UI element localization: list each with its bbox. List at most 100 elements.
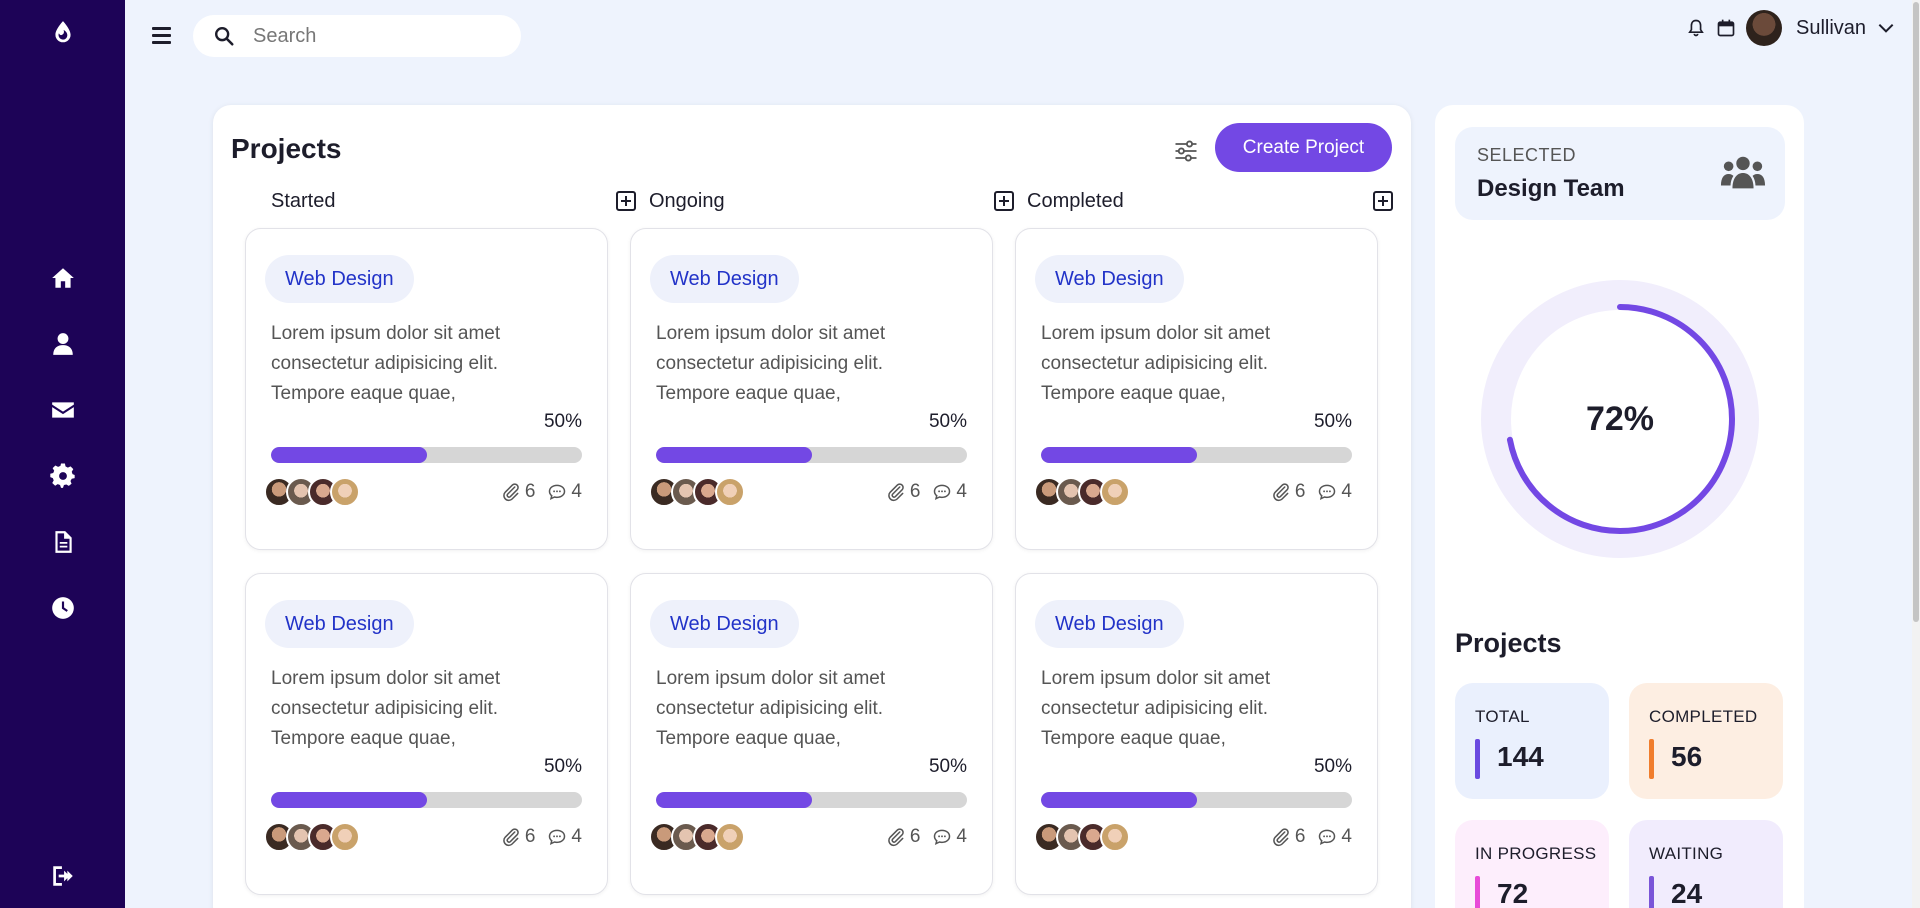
paperclip-icon[interactable] bbox=[886, 827, 906, 847]
comment-count: 4 bbox=[956, 481, 967, 502]
card-progress-fill bbox=[656, 792, 812, 808]
stat-accent bbox=[1475, 876, 1480, 908]
clock-icon[interactable] bbox=[0, 588, 125, 628]
project-card[interactable]: Web Design Lorem ipsum dolor sit amet co… bbox=[245, 228, 608, 550]
team-name: Design Team bbox=[1477, 175, 1625, 202]
avatar bbox=[715, 477, 745, 507]
stat-label: TOTAL bbox=[1475, 707, 1530, 726]
avatar bbox=[330, 477, 360, 507]
create-project-button[interactable]: Create Project bbox=[1215, 123, 1392, 172]
team-icon bbox=[1720, 156, 1766, 189]
comment-icon[interactable] bbox=[932, 827, 952, 847]
card-tag[interactable]: Web Design bbox=[1035, 600, 1184, 648]
card-progress-fill bbox=[271, 447, 427, 463]
card-members[interactable] bbox=[1034, 477, 1130, 507]
project-card[interactable]: Web Design Lorem ipsum dolor sit amet co… bbox=[630, 228, 993, 550]
card-members[interactable] bbox=[649, 822, 745, 852]
card-progress-label: 50% bbox=[543, 756, 582, 777]
document-icon[interactable] bbox=[0, 522, 125, 562]
paperclip-icon[interactable] bbox=[1271, 482, 1291, 502]
chevron-down-icon[interactable] bbox=[1876, 18, 1896, 38]
card-meta: 6 4 bbox=[886, 481, 967, 503]
card-members[interactable] bbox=[264, 477, 360, 507]
card-members[interactable] bbox=[264, 822, 360, 852]
selected-team[interactable]: SELECTED Design Team bbox=[1455, 127, 1785, 220]
attachment-count: 6 bbox=[524, 826, 536, 847]
filter-icon[interactable] bbox=[1172, 137, 1200, 165]
user-icon[interactable] bbox=[0, 324, 125, 364]
comment-icon[interactable] bbox=[1317, 482, 1337, 502]
stat-accent bbox=[1649, 876, 1654, 908]
card-description: Lorem ipsum dolor sit amet consectetur a… bbox=[656, 668, 886, 749]
card-progress-label: 50% bbox=[1313, 756, 1352, 777]
gear-icon[interactable] bbox=[0, 456, 125, 496]
stats-title: Projects bbox=[1455, 628, 1562, 658]
add-started-icon[interactable] bbox=[616, 191, 636, 211]
paperclip-icon[interactable] bbox=[501, 827, 521, 847]
attachment-count: 6 bbox=[524, 481, 536, 502]
avatar[interactable] bbox=[1746, 10, 1782, 46]
card-progress-bar bbox=[656, 792, 967, 808]
paperclip-icon[interactable] bbox=[501, 482, 521, 502]
selected-label: SELECTED bbox=[1477, 145, 1577, 165]
stat-value: 24 bbox=[1671, 878, 1703, 908]
stat-value: 56 bbox=[1671, 741, 1703, 772]
card-progress-bar bbox=[1041, 792, 1352, 808]
card-description: Lorem ipsum dolor sit amet consectetur a… bbox=[271, 668, 501, 749]
card-meta: 6 4 bbox=[1271, 826, 1352, 848]
stat-waiting: WAITING 24 bbox=[1629, 820, 1783, 908]
search-bar[interactable] bbox=[193, 15, 521, 57]
home-icon[interactable] bbox=[0, 258, 125, 298]
logout-icon[interactable] bbox=[0, 856, 125, 896]
comment-count: 4 bbox=[571, 481, 582, 502]
card-members[interactable] bbox=[649, 477, 745, 507]
comment-icon[interactable] bbox=[547, 482, 567, 502]
menu-icon[interactable] bbox=[152, 22, 178, 48]
mail-icon[interactable] bbox=[0, 390, 125, 430]
attachment-count: 6 bbox=[1294, 481, 1306, 502]
progress-donut-arc bbox=[1505, 304, 1735, 534]
stat-label: COMPLETED bbox=[1649, 707, 1758, 726]
search-input[interactable] bbox=[253, 24, 493, 48]
stat-label: IN PROGRESS bbox=[1475, 844, 1597, 863]
topbar-actions: Sullivan bbox=[1686, 8, 1896, 48]
card-progress-label: 50% bbox=[928, 411, 967, 432]
attachment-count: 6 bbox=[909, 481, 921, 502]
project-card[interactable]: Web Design Lorem ipsum dolor sit amet co… bbox=[245, 573, 608, 895]
comment-icon[interactable] bbox=[547, 827, 567, 847]
card-tag[interactable]: Web Design bbox=[265, 600, 414, 648]
add-completed-icon[interactable] bbox=[1373, 191, 1393, 211]
paperclip-icon[interactable] bbox=[886, 482, 906, 502]
progress-donut-label: 72% bbox=[1585, 399, 1655, 438]
stat-accent bbox=[1475, 739, 1480, 779]
comment-icon[interactable] bbox=[932, 482, 952, 502]
card-meta: 6 4 bbox=[886, 826, 967, 848]
page-title: Projects bbox=[231, 133, 342, 164]
bell-icon[interactable] bbox=[1686, 18, 1706, 38]
column-header-completed: Completed bbox=[1027, 190, 1124, 212]
project-card[interactable]: Web Design Lorem ipsum dolor sit amet co… bbox=[630, 573, 993, 895]
logo-drop-icon[interactable] bbox=[0, 12, 125, 52]
card-progress-fill bbox=[1041, 447, 1197, 463]
page-scrollbar-thumb[interactable] bbox=[1913, 2, 1919, 622]
card-tag[interactable]: Web Design bbox=[265, 255, 414, 303]
project-card[interactable]: Web Design Lorem ipsum dolor sit amet co… bbox=[1015, 573, 1378, 895]
calendar-icon[interactable] bbox=[1716, 18, 1736, 38]
card-tag[interactable]: Web Design bbox=[650, 600, 799, 648]
card-progress-bar bbox=[271, 447, 582, 463]
comment-icon[interactable] bbox=[1317, 827, 1337, 847]
card-tag[interactable]: Web Design bbox=[650, 255, 799, 303]
card-members[interactable] bbox=[1034, 822, 1130, 852]
add-ongoing-icon[interactable] bbox=[994, 191, 1014, 211]
stat-value: 72 bbox=[1497, 878, 1529, 908]
card-progress-fill bbox=[1041, 792, 1197, 808]
card-tag[interactable]: Web Design bbox=[1035, 255, 1184, 303]
card-description: Lorem ipsum dolor sit amet consectetur a… bbox=[1041, 323, 1271, 404]
sidebar bbox=[0, 0, 125, 908]
avatar bbox=[715, 822, 745, 852]
stat-total: TOTAL 144 bbox=[1455, 683, 1609, 799]
project-card[interactable]: Web Design Lorem ipsum dolor sit amet co… bbox=[1015, 228, 1378, 550]
card-progress-bar bbox=[271, 792, 582, 808]
paperclip-icon[interactable] bbox=[1271, 827, 1291, 847]
user-name[interactable]: Sullivan bbox=[1796, 16, 1867, 39]
